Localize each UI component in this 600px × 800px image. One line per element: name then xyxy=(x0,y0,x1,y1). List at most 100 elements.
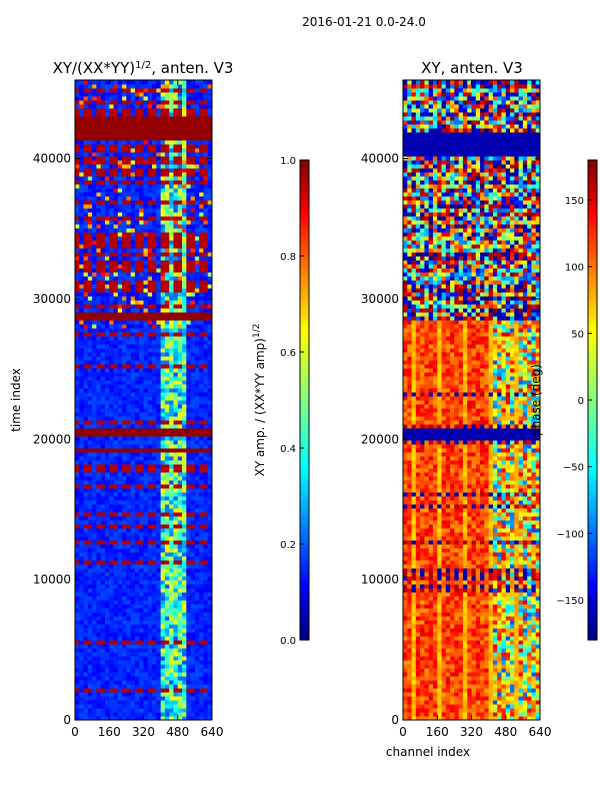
heatmap-cell xyxy=(134,704,140,709)
heatmap-cell xyxy=(173,200,179,205)
heatmap-cell xyxy=(100,552,106,557)
heatmap-cell xyxy=(152,188,157,193)
heatmap-cell xyxy=(113,104,119,109)
heatmap-cell xyxy=(79,288,85,293)
heatmap-cell xyxy=(126,448,132,453)
heatmap-cell xyxy=(194,328,200,333)
heatmap-cell xyxy=(79,236,85,241)
heatmap-cell xyxy=(169,320,174,325)
heatmap-cell xyxy=(143,152,149,157)
heatmap-cell xyxy=(164,116,170,121)
heatmap-cell xyxy=(143,596,149,601)
heatmap-cell xyxy=(130,444,136,449)
heatmap-cell xyxy=(186,288,192,293)
heatmap-cell xyxy=(134,152,140,157)
heatmap-cell xyxy=(83,604,89,609)
heatmap-cell xyxy=(199,140,204,145)
heatmap-cell xyxy=(199,192,204,197)
heatmap-cell xyxy=(83,220,89,225)
heatmap-cell xyxy=(182,404,187,409)
heatmap-cell xyxy=(139,496,144,501)
heatmap-cell xyxy=(164,140,170,145)
heatmap-cell xyxy=(75,628,80,633)
heatmap-cell xyxy=(160,604,166,609)
heatmap-cell xyxy=(134,572,140,577)
heatmap-cell xyxy=(177,368,183,373)
heatmap-cell xyxy=(92,140,97,145)
heatmap-cell xyxy=(190,484,196,489)
heatmap-cell xyxy=(134,664,140,669)
heatmap-cell xyxy=(109,424,115,429)
heatmap-cell xyxy=(139,440,144,445)
heatmap-cell xyxy=(207,180,213,185)
heatmap-cell xyxy=(194,404,200,409)
heatmap-cell xyxy=(83,444,89,449)
heatmap-cell xyxy=(109,448,115,453)
heatmap-cell xyxy=(117,184,123,189)
heatmap-cell xyxy=(92,216,97,221)
heatmap-cell xyxy=(109,280,115,285)
heatmap-cell xyxy=(164,464,170,469)
heatmap-cell xyxy=(190,412,196,417)
heatmap-cell xyxy=(104,352,110,357)
heatmap-cell xyxy=(173,380,179,385)
heatmap-cell xyxy=(134,136,140,141)
heatmap-cell xyxy=(134,600,140,605)
heatmap-cell xyxy=(75,100,80,105)
heatmap-cell xyxy=(75,420,80,425)
heatmap-cell xyxy=(207,108,213,113)
heatmap-cell xyxy=(100,592,106,597)
heatmap-cell xyxy=(109,276,115,281)
heatmap-cell xyxy=(83,260,89,265)
heatmap-cell xyxy=(173,172,179,177)
heatmap-cell xyxy=(117,124,123,129)
heatmap-cell xyxy=(96,148,102,153)
heatmap-cell xyxy=(190,156,196,161)
heatmap-cell xyxy=(186,504,192,509)
heatmap-cell xyxy=(83,212,89,217)
heatmap-cell xyxy=(203,648,209,653)
heatmap-cell xyxy=(130,644,136,649)
heatmap-cell xyxy=(199,248,204,253)
heatmap-cell xyxy=(186,636,192,641)
heatmap-cell xyxy=(152,236,157,241)
heatmap-cell xyxy=(207,552,213,557)
heatmap-cell xyxy=(83,620,89,625)
heatmap-cell xyxy=(113,468,119,473)
heatmap-cell xyxy=(173,368,179,373)
heatmap-cell xyxy=(109,564,115,569)
heatmap-cell xyxy=(207,244,213,249)
heatmap-cell xyxy=(83,648,89,653)
heatmap-cell xyxy=(126,324,132,329)
heatmap-cell xyxy=(109,404,115,409)
heatmap-cell xyxy=(100,336,106,341)
heatmap-cell xyxy=(134,400,140,405)
heatmap-cell xyxy=(96,480,102,485)
heatmap-cell xyxy=(194,716,200,721)
heatmap-cell xyxy=(190,352,196,357)
heatmap-cell xyxy=(92,256,97,261)
heatmap-cell xyxy=(164,364,170,369)
heatmap-cell xyxy=(104,616,110,621)
heatmap-cell xyxy=(122,552,127,557)
heatmap-cell xyxy=(83,548,89,553)
heatmap-cell xyxy=(152,252,157,257)
heatmap-cell xyxy=(83,380,89,385)
heatmap-cell xyxy=(173,536,179,541)
heatmap-cell xyxy=(190,420,196,425)
heatmap-cell xyxy=(113,324,119,329)
heatmap-cell xyxy=(75,192,80,197)
heatmap-cell xyxy=(147,316,153,321)
heatmap-cell xyxy=(126,176,132,181)
heatmap-cell xyxy=(182,152,187,157)
heatmap-cell xyxy=(147,256,153,261)
heatmap-cell xyxy=(92,144,97,149)
heatmap-cell xyxy=(147,312,153,317)
heatmap-cell xyxy=(100,420,106,425)
heatmap-cell xyxy=(147,572,153,577)
heatmap-cell xyxy=(160,700,166,705)
heatmap-cell xyxy=(79,412,85,417)
heatmap-cell xyxy=(83,484,89,489)
heatmap-cell xyxy=(194,568,200,573)
heatmap-cell xyxy=(134,332,140,337)
